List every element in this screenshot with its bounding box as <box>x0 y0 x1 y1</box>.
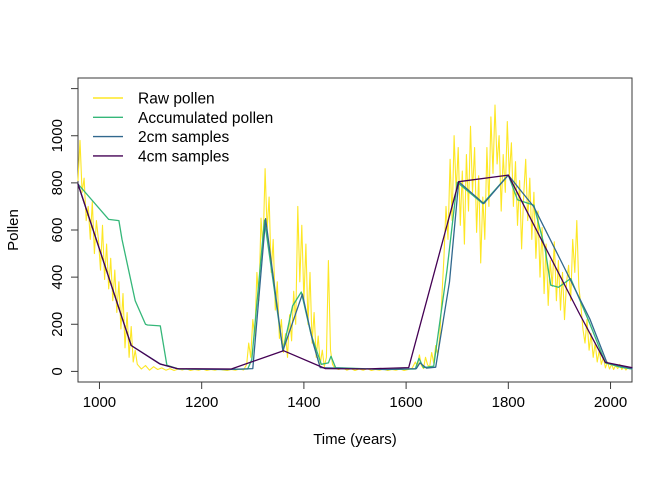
x-axis-tick-label: 1200 <box>185 394 218 411</box>
series-line-accumulated-pollen <box>77 174 633 371</box>
y-axis-tick-label: 800 <box>49 170 66 195</box>
axis-ticks-layer: 1000 1200 1400 1600 1800 2000 0 200 400 600 800 100… <box>49 88 627 411</box>
x-axis-title: Time (years) <box>313 431 397 448</box>
legend-label: 2cm samples <box>138 129 230 146</box>
x-axis-tick-label: 1600 <box>389 394 422 411</box>
legend-label: Raw pollen <box>138 91 215 108</box>
y-axis-tick-label: 0 <box>49 367 66 375</box>
y-axis-tick-label: 400 <box>49 265 66 290</box>
series-layer <box>77 104 633 372</box>
legend-label: Accumulated pollen <box>138 110 273 127</box>
x-axis-tick-label: 1000 <box>83 394 116 411</box>
y-axis-tick-label: 600 <box>49 217 66 242</box>
legend-label: 4cm samples <box>138 148 230 165</box>
x-axis-tick-label: 1800 <box>492 394 525 411</box>
y-axis-title: Pollen <box>5 209 22 251</box>
x-axis-tick-label: 1400 <box>287 394 320 411</box>
y-axis-tick-label: 1000 <box>49 119 66 152</box>
x-axis-tick-label: 2000 <box>594 394 627 411</box>
series-line-4cm-samples <box>77 174 633 370</box>
y-axis-tick-label: 200 <box>49 312 66 337</box>
legend: Raw pollen Accumulated pollen 2cm samples 4… <box>93 91 273 165</box>
